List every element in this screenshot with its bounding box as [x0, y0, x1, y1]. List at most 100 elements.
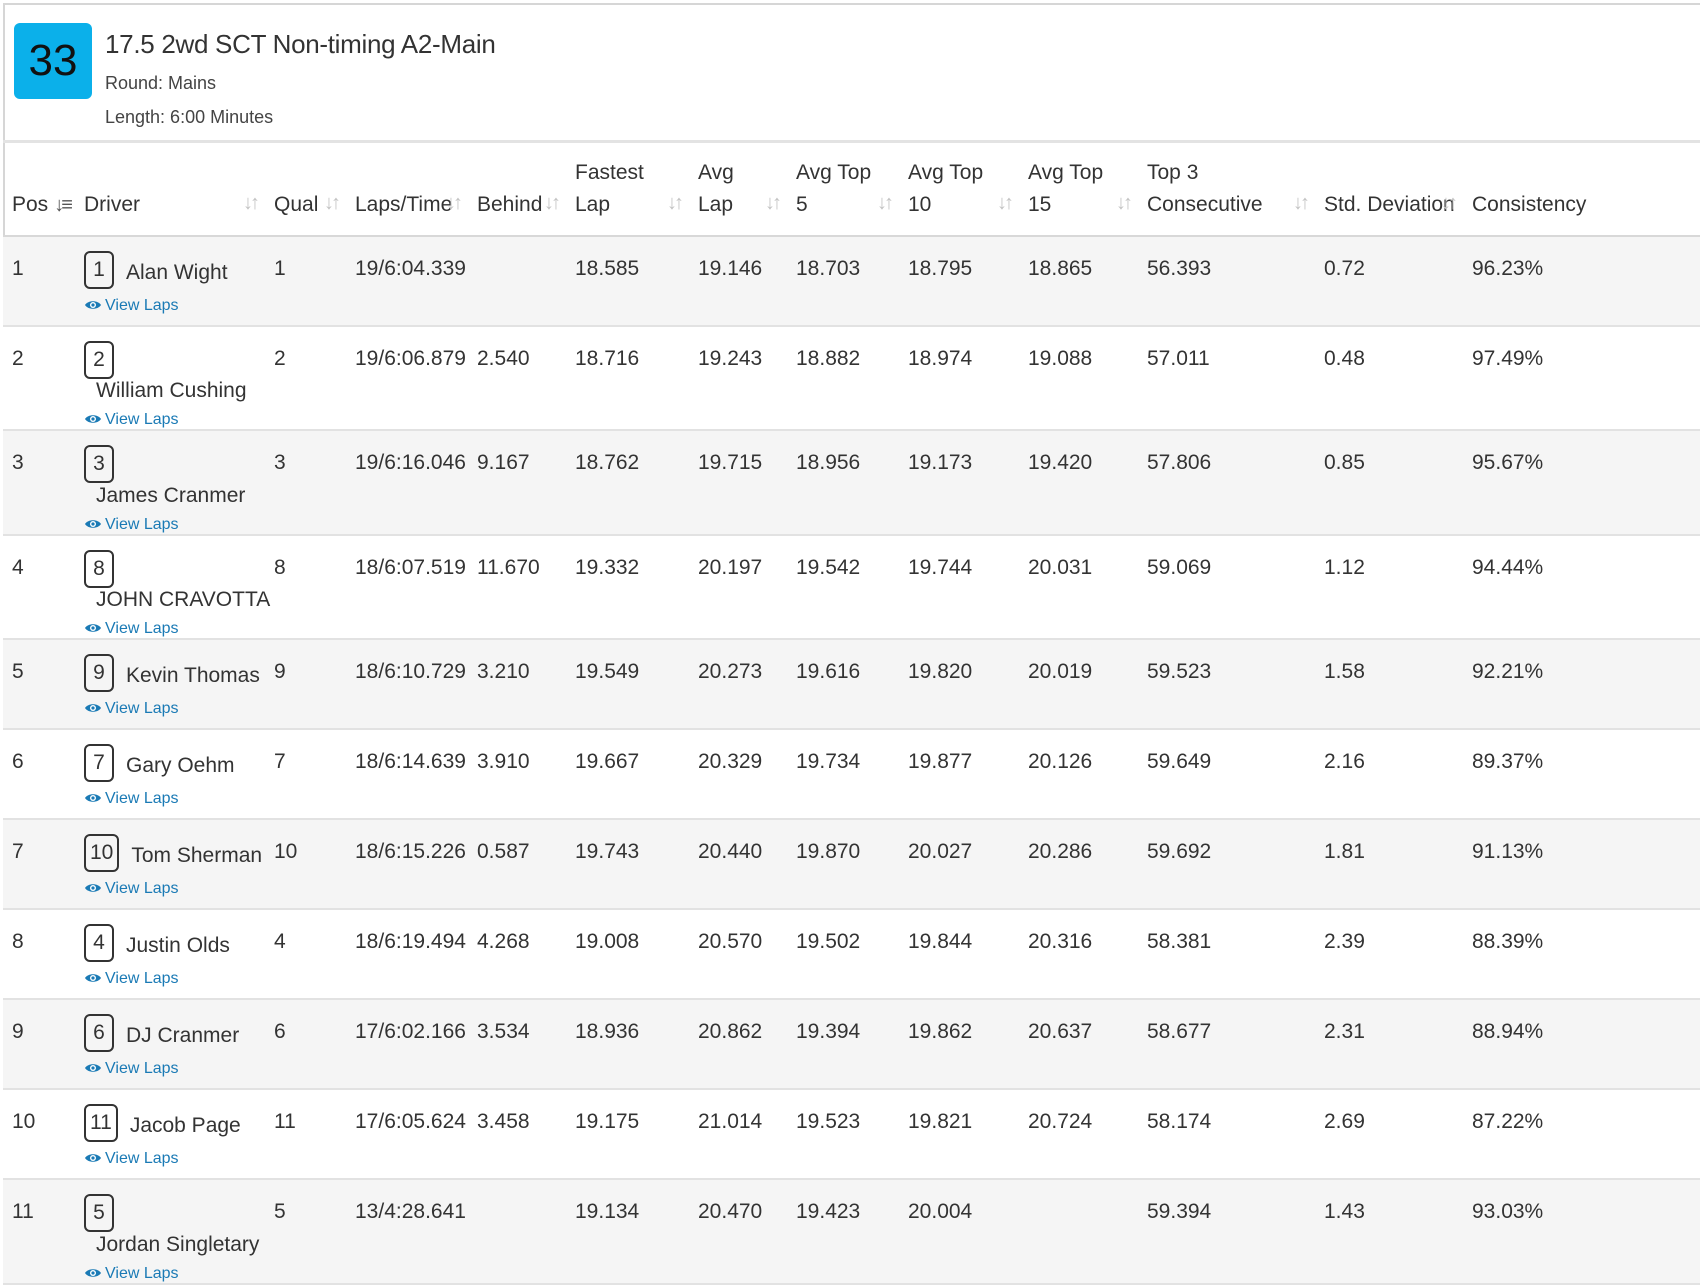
- top3-consecutive-cell: 58.174: [1138, 1089, 1315, 1181]
- avg-top15-cell: 20.286: [1019, 819, 1138, 911]
- sort-icon[interactable]: ↓↑: [997, 192, 1014, 214]
- eye-icon: [84, 701, 102, 713]
- col-std-deviation[interactable]: Std. Deviation ↓↑: [1315, 146, 1463, 237]
- col-consistency[interactable]: Consistency↓↑: [1463, 146, 1700, 237]
- view-laps-link[interactable]: View Laps: [84, 1060, 265, 1078]
- avg-top15-cell: 20.724: [1019, 1089, 1138, 1181]
- top3-consecutive-cell: 59.523: [1138, 639, 1315, 731]
- sort-icon[interactable]: ↓↑: [765, 192, 782, 214]
- col-pos[interactable]: Pos ↓≡: [3, 146, 75, 237]
- col-top3-consecutive[interactable]: Top 3 Consecutive ↓↑: [1138, 146, 1315, 237]
- eye-icon: [84, 621, 102, 633]
- sort-icon[interactable]: ↓↑: [1441, 192, 1458, 214]
- behind-cell: 0.587: [468, 819, 566, 911]
- driver-name: Justin Olds: [126, 934, 230, 958]
- view-laps-link[interactable]: View Laps: [84, 620, 265, 638]
- view-laps-link[interactable]: View Laps: [84, 970, 265, 988]
- view-laps-link[interactable]: View Laps: [84, 880, 265, 898]
- std-deviation-cell: 2.16: [1315, 729, 1463, 821]
- avg-top15-cell: 20.316: [1019, 909, 1138, 1001]
- eye-icon: [84, 298, 102, 310]
- sort-icon[interactable]: ↓↑: [243, 192, 260, 214]
- avg-top5-cell: 19.423: [787, 1179, 899, 1285]
- laps-time-cell: 17/6:02.166: [346, 999, 468, 1091]
- view-laps-link[interactable]: View Laps: [84, 700, 265, 718]
- qual-cell: 7: [265, 729, 346, 821]
- results-body: 1 1 Alan Wight View Laps 1 19/6:04.339 18.585 1…: [3, 236, 1700, 1285]
- col-avg-top15-label-1: Avg Top: [1028, 161, 1104, 184]
- view-laps-label: View Laps: [105, 297, 179, 314]
- consistency-cell: 97.49%: [1463, 326, 1700, 432]
- view-laps-label: View Laps: [105, 620, 179, 638]
- pos-cell: 11: [3, 1179, 75, 1285]
- col-avg-top10[interactable]: Avg Top 10 ↓↑: [899, 146, 1019, 237]
- fastest-lap-cell: 18.936: [566, 999, 689, 1091]
- avg-top10-cell: 19.173: [899, 430, 1019, 536]
- top3-consecutive-cell: 57.011: [1138, 326, 1315, 432]
- avg-lap-cell: 20.862: [689, 999, 787, 1091]
- sort-icon[interactable]: ↓↑: [544, 192, 561, 214]
- sort-icon[interactable]: ↓↑: [1116, 192, 1133, 214]
- view-laps-link[interactable]: View Laps: [84, 790, 265, 808]
- col-laps-time[interactable]: Laps/Time ↓↑: [346, 146, 468, 237]
- view-laps-link[interactable]: View Laps: [84, 1150, 265, 1168]
- col-avg-lap[interactable]: Avg Lap ↓↑: [689, 146, 787, 237]
- view-laps-label: View Laps: [105, 515, 179, 533]
- sort-icon[interactable]: ↓↑: [1293, 192, 1310, 214]
- fastest-lap-cell: 19.667: [566, 729, 689, 821]
- driver-name: Jordan Singletary: [96, 1232, 260, 1256]
- view-laps-label: View Laps: [105, 1264, 179, 1282]
- table-row: 1 1 Alan Wight View Laps 1 19/6:04.339 18.585 1…: [3, 236, 1700, 327]
- col-driver-label: Driver: [84, 193, 140, 216]
- race-number-badge: 33: [14, 23, 92, 99]
- laps-time-cell: 18/6:15.226: [346, 819, 468, 911]
- car-number-box: 9: [84, 654, 114, 693]
- fastest-lap-cell: 19.549: [566, 639, 689, 731]
- consistency-cell: 89.37%: [1463, 729, 1700, 821]
- car-number-box: 7: [84, 744, 114, 783]
- pos-cell: 5: [3, 639, 75, 731]
- results-table: Pos ↓≡ Driver ↓↑ Qual ↓↑ Laps/Time ↓↑ Behind…: [3, 146, 1700, 1285]
- col-fastest-lap[interactable]: Fastest Lap ↓↑: [566, 146, 689, 237]
- top3-consecutive-cell: 59.649: [1138, 729, 1315, 821]
- col-qual[interactable]: Qual ↓↑: [265, 146, 346, 237]
- col-avg-lap-label-2: Lap: [698, 193, 734, 216]
- view-laps-link[interactable]: View Laps: [84, 516, 265, 534]
- fastest-lap-cell: 19.134: [566, 1179, 689, 1285]
- pos-cell: 1: [3, 236, 75, 327]
- pos-cell: 6: [3, 729, 75, 821]
- pos-cell: 2: [3, 326, 75, 432]
- col-avg-top5[interactable]: Avg Top 5 ↓↑: [787, 146, 899, 237]
- driver-cell: 6 DJ Cranmer View Laps: [75, 999, 265, 1091]
- view-laps-link[interactable]: View Laps: [84, 411, 265, 429]
- laps-time-cell: 13/4:28.641: [346, 1179, 468, 1285]
- avg-lap-cell: 20.273: [689, 639, 787, 731]
- col-fastest-lap-label-2: Lap: [575, 193, 611, 216]
- qual-cell: 6: [265, 999, 346, 1091]
- sort-icon[interactable]: ↓↑: [877, 192, 894, 214]
- driver-name: Tom Sherman: [131, 844, 263, 868]
- avg-top5-cell: 19.502: [787, 909, 899, 1001]
- top3-consecutive-cell: 58.677: [1138, 999, 1315, 1091]
- sort-asc-icon[interactable]: ↓≡: [54, 194, 73, 216]
- sort-icon[interactable]: ↓↑: [324, 192, 341, 214]
- col-pos-label: Pos: [12, 193, 49, 216]
- avg-top15-cell: 18.865: [1019, 236, 1138, 327]
- view-laps-link[interactable]: View Laps: [84, 1265, 265, 1283]
- qual-cell: 4: [265, 909, 346, 1001]
- table-row: 5 9 Kevin Thomas View Laps 9 18/6:10.729 3.210…: [3, 639, 1700, 731]
- col-behind[interactable]: Behind ↓↑: [468, 146, 566, 237]
- pos-cell: 3: [3, 430, 75, 536]
- laps-time-cell: 18/6:19.494: [346, 909, 468, 1001]
- driver-name: Kevin Thomas: [126, 664, 260, 688]
- sort-icon[interactable]: ↓↑: [446, 192, 463, 214]
- view-laps-link[interactable]: View Laps: [84, 297, 265, 315]
- sort-icon[interactable]: ↓↑: [667, 192, 684, 214]
- top3-consecutive-cell: 57.806: [1138, 430, 1315, 536]
- col-avg-top15[interactable]: Avg Top 15 ↓↑: [1019, 146, 1138, 237]
- eye-icon: [84, 971, 102, 983]
- consistency-cell: 88.94%: [1463, 999, 1700, 1091]
- col-driver[interactable]: Driver ↓↑: [75, 146, 265, 237]
- std-deviation-cell: 0.85: [1315, 430, 1463, 536]
- avg-top5-cell: 19.394: [787, 999, 899, 1091]
